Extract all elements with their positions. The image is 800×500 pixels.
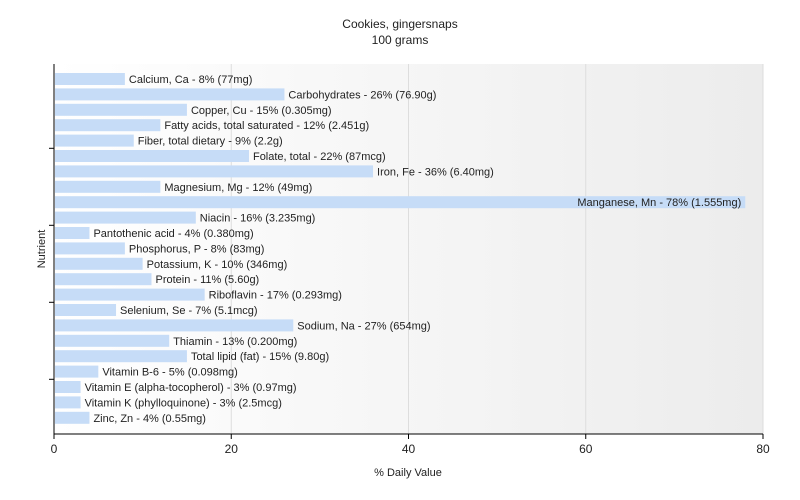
bar-label: Manganese, Mn - 78% (1.555mg) bbox=[577, 197, 741, 209]
bar bbox=[55, 88, 285, 101]
bar bbox=[55, 103, 187, 116]
bar bbox=[55, 211, 196, 224]
bar bbox=[55, 165, 374, 178]
bar bbox=[55, 365, 99, 378]
bar-label: Magnesium, Mg - 12% (49mg) bbox=[164, 182, 312, 194]
bar-label: Carbohydrates - 26% (76.90g) bbox=[288, 89, 436, 101]
bar bbox=[55, 119, 161, 132]
bar-label: Fiber, total dietary - 9% (2.2g) bbox=[138, 136, 283, 148]
bar bbox=[55, 350, 187, 363]
bar bbox=[55, 180, 161, 193]
bar-label: Fatty acids, total saturated - 12% (2.45… bbox=[164, 120, 369, 132]
x-tick-label: 0 bbox=[51, 442, 58, 456]
bar-label: Protein - 11% (5.60g) bbox=[155, 274, 259, 286]
bar bbox=[55, 304, 117, 316]
bar-label: Potassium, K - 10% (346mg) bbox=[147, 259, 288, 271]
bar-label: Folate, total - 22% (87mcg) bbox=[253, 151, 386, 163]
x-axis-label: % Daily Value bbox=[374, 467, 442, 479]
x-tick-label: 20 bbox=[225, 442, 239, 456]
bar bbox=[55, 257, 143, 270]
chart-subtitle: 100 grams bbox=[372, 33, 429, 47]
bar bbox=[55, 396, 81, 409]
bar bbox=[55, 73, 125, 85]
gridlines bbox=[230, 64, 764, 434]
bar bbox=[55, 411, 90, 424]
chart-title: Cookies, gingersnaps bbox=[342, 17, 457, 31]
bar-label: Vitamin E (alpha-tocopherol) - 3% (0.97m… bbox=[85, 382, 297, 394]
bar bbox=[55, 196, 746, 209]
bar-label: Vitamin B-6 - 5% (0.098mg) bbox=[102, 367, 238, 379]
bar bbox=[55, 288, 205, 301]
bar bbox=[55, 319, 294, 332]
bar-label: Sodium, Na - 27% (654mg) bbox=[297, 320, 430, 332]
bar-label: Vitamin K (phylloquinone) - 3% (2.5mcg) bbox=[85, 397, 282, 409]
bar-label: Thiamin - 13% (0.200mg) bbox=[173, 336, 297, 348]
bar bbox=[55, 227, 90, 239]
bar-label: Selenium, Se - 7% (5.1mcg) bbox=[120, 305, 258, 317]
bar-label: Calcium, Ca - 8% (77mg) bbox=[129, 74, 252, 86]
y-axis-label: Nutrient bbox=[36, 230, 48, 269]
x-tick-label: 60 bbox=[579, 442, 593, 456]
bar-label: Copper, Cu - 15% (0.305mg) bbox=[191, 105, 332, 117]
bar bbox=[55, 150, 249, 162]
bar-label: Phosphorus, P - 8% (83mg) bbox=[129, 243, 265, 255]
bar bbox=[55, 242, 125, 255]
bar bbox=[55, 381, 81, 393]
bar bbox=[55, 134, 134, 147]
bar-label: Total lipid (fat) - 15% (9.80g) bbox=[191, 351, 329, 363]
bar bbox=[55, 334, 170, 347]
bar-label: Riboflavin - 17% (0.293mg) bbox=[209, 290, 342, 302]
bars: Calcium, Ca - 8% (77mg) Carbohydrates - 2… bbox=[55, 73, 746, 425]
bar-label: Niacin - 16% (3.235mg) bbox=[200, 213, 316, 225]
bar-label: Zinc, Zn - 4% (0.55mg) bbox=[93, 413, 205, 425]
bar-label: Pantothenic acid - 4% (0.380mg) bbox=[93, 228, 253, 240]
bar-label: Iron, Fe - 36% (6.40mg) bbox=[377, 166, 494, 178]
axes: 0 20 40 60 80 bbox=[49, 64, 770, 456]
bar bbox=[55, 273, 152, 286]
x-tick-label: 40 bbox=[402, 442, 416, 456]
x-tick-label: 80 bbox=[756, 442, 770, 456]
